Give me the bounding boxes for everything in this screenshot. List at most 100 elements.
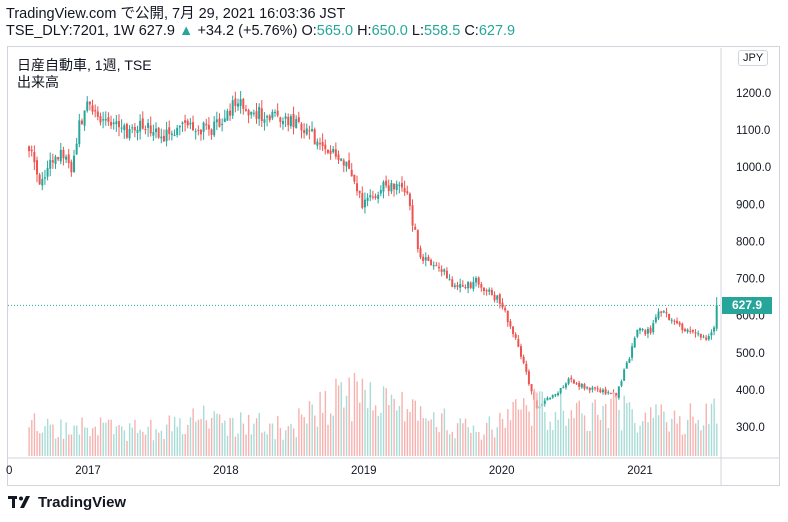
volume-bar [319, 391, 321, 456]
candle-body [160, 136, 163, 139]
candle-body [435, 265, 438, 267]
volume-bar [702, 425, 705, 456]
candle-body [437, 266, 440, 269]
volume-bar [271, 423, 274, 456]
candle-body [395, 183, 398, 190]
candle-body [631, 346, 634, 358]
candle-body [91, 105, 94, 112]
volume-bar [171, 431, 173, 456]
candle-body [147, 123, 150, 128]
candle-body [342, 160, 345, 166]
candle-body [403, 187, 406, 193]
candle-body [477, 277, 480, 285]
volume-bar [393, 398, 395, 456]
candle-body [287, 116, 290, 126]
volume-bar [197, 419, 200, 456]
volume-bar [684, 433, 686, 456]
candle-body [559, 388, 562, 394]
candle-body [509, 321, 512, 327]
volume-bar [91, 428, 94, 456]
volume-bar [303, 417, 305, 456]
candle-body [260, 108, 263, 121]
volume-bar [454, 438, 456, 456]
candle-body [654, 317, 657, 323]
volume-bar [292, 428, 295, 456]
currency-button[interactable]: JPY [738, 50, 769, 66]
volume-bar [60, 419, 62, 456]
candle-body [115, 121, 118, 125]
volume-bar [713, 398, 715, 456]
volume-bar [274, 439, 276, 456]
volume-bar [520, 409, 522, 456]
volume-bar [663, 411, 665, 456]
candle-body [485, 290, 488, 292]
volume-bar [631, 409, 633, 456]
volume-bar [692, 416, 694, 456]
candle-body [525, 363, 528, 372]
volume-bar [136, 432, 139, 456]
volume-bar [425, 418, 427, 456]
candle-body [316, 141, 319, 146]
candle-body [117, 121, 120, 128]
candle-body [699, 333, 702, 338]
candle-body [448, 279, 451, 281]
close-value: 627.9 [478, 23, 516, 39]
volume-bar [128, 423, 131, 456]
volume-bar [689, 403, 692, 456]
volume-bar [41, 432, 44, 456]
volume-bar [448, 434, 451, 456]
candle-body [591, 387, 594, 390]
volume-bar [285, 430, 287, 456]
volume-bar [102, 422, 104, 456]
y-tick-label: 1200.0 [736, 88, 771, 100]
candle-body [557, 393, 560, 396]
volume-bar [234, 436, 237, 456]
volume-bar [155, 429, 157, 456]
candle-body [199, 129, 202, 135]
candle-body [445, 270, 448, 279]
y-tick-label: 300.0 [736, 422, 765, 434]
volume-bar [255, 418, 258, 456]
volume-bar [602, 405, 604, 456]
candle-body [144, 129, 147, 131]
volume-bar [544, 411, 546, 456]
chart-legend-title: 日産自動車, 1週, TSE [17, 57, 152, 73]
candle-body [104, 119, 107, 121]
candle-body [676, 320, 679, 324]
open-value: 565.0 [316, 23, 354, 39]
volume-bar [89, 436, 91, 456]
volume-bar [589, 431, 591, 456]
candle-body [411, 205, 414, 226]
candle-body [88, 101, 91, 105]
volume-bar [615, 395, 617, 456]
candle-body [197, 129, 200, 131]
candle-body [28, 146, 31, 152]
candle-body [75, 143, 78, 155]
y-tick-label: 500.0 [736, 348, 765, 360]
candle-body [414, 226, 417, 230]
chart-frame[interactable] [7, 46, 780, 486]
volume-bar [110, 419, 112, 456]
candle-body [131, 127, 134, 129]
volume-bar [694, 423, 697, 456]
candle-body [469, 282, 472, 288]
volume-bar [179, 418, 181, 456]
volume-bar [374, 405, 377, 456]
brand-logo[interactable]: TradingView [8, 494, 126, 511]
volume-bar [649, 407, 652, 456]
volume-bar [708, 424, 710, 456]
volume-bar [311, 404, 313, 456]
candle-body [194, 131, 197, 133]
candle-body [176, 127, 179, 135]
volume-bar [480, 439, 483, 456]
candle-body [366, 197, 369, 201]
candle-body [308, 130, 311, 132]
candle-body [268, 115, 271, 121]
y-tick-label: 700.0 [736, 274, 765, 286]
candle-body [456, 285, 459, 288]
volume-bar [142, 431, 144, 456]
candle-body [78, 120, 81, 145]
volume-bar [462, 423, 464, 456]
volume-bar [493, 437, 496, 456]
